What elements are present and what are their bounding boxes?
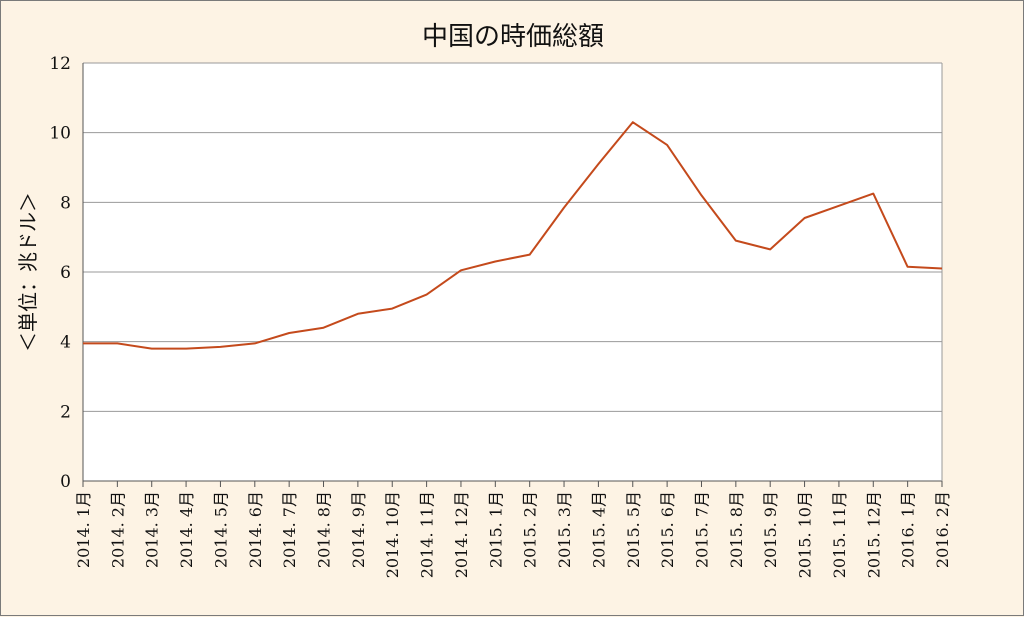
x-tick-label: 2015. 4月 bbox=[589, 491, 608, 568]
x-tick-label: 2014. 4月 bbox=[177, 491, 196, 568]
y-tick-label: 4 bbox=[60, 333, 71, 353]
x-tick-label: 2014. 11月 bbox=[418, 491, 437, 578]
y-tick-label: 8 bbox=[60, 193, 71, 213]
x-tick-label: 2014. 10月 bbox=[383, 491, 402, 578]
x-tick-label: 2015. 10月 bbox=[796, 491, 815, 578]
y-tick-labels: 0 2 4 6 8 10 12 bbox=[49, 54, 71, 492]
x-tick-label: 2015. 11月 bbox=[830, 491, 849, 578]
x-tick-label: 2014. 9月 bbox=[349, 491, 368, 568]
series-group bbox=[83, 121, 943, 350]
x-tick-label: 2014. 2月 bbox=[108, 491, 127, 568]
x-tick-label: 2016. 1月 bbox=[899, 491, 918, 568]
x-tick-label: 2015. 5月 bbox=[624, 491, 643, 568]
chart-title: 中国の時価総額 bbox=[422, 22, 604, 52]
x-tick-label: 2014. 12月 bbox=[452, 491, 471, 578]
x-tick-label: 2016. 2月 bbox=[933, 491, 952, 568]
x-tick-label: 2014. 6月 bbox=[246, 491, 265, 568]
x-tick-labels: 2014. 1月 2014. 2月 2014. 3月 2014. 4月 2014. 5月… bbox=[74, 481, 952, 578]
grid-lines bbox=[82, 62, 943, 482]
x-tick-label: 2015. 9月 bbox=[761, 491, 780, 568]
x-tick-label: 2015. 3月 bbox=[555, 491, 574, 568]
y-tick-label: 6 bbox=[60, 263, 71, 283]
x-tick-label: 2015. 6月 bbox=[658, 491, 677, 568]
x-tick-label: 2015. 1月 bbox=[486, 491, 505, 568]
x-tick-label: 2014. 8月 bbox=[315, 491, 334, 568]
y-tick-label: 10 bbox=[49, 124, 71, 144]
y-tick-label: 12 bbox=[49, 54, 71, 74]
y-tick-label: 2 bbox=[60, 402, 71, 422]
x-tick-label: 2015. 7月 bbox=[692, 491, 711, 568]
x-tick-label: 2014. 5月 bbox=[211, 491, 230, 568]
y-axis-label: ＜単位：兆ドル＞ bbox=[16, 192, 40, 352]
x-tick-label: 2015. 12月 bbox=[864, 491, 883, 578]
x-tick-label: 2015. 8月 bbox=[727, 491, 746, 568]
x-tick-label: 2014. 7月 bbox=[280, 491, 299, 568]
y-tick-label: 0 bbox=[60, 472, 71, 492]
x-tick-label: 2015. 2月 bbox=[521, 491, 540, 568]
x-tick-label: 2014. 3月 bbox=[143, 491, 162, 568]
series-line bbox=[83, 121, 943, 350]
x-tick-label: 2014. 1月 bbox=[74, 491, 93, 568]
